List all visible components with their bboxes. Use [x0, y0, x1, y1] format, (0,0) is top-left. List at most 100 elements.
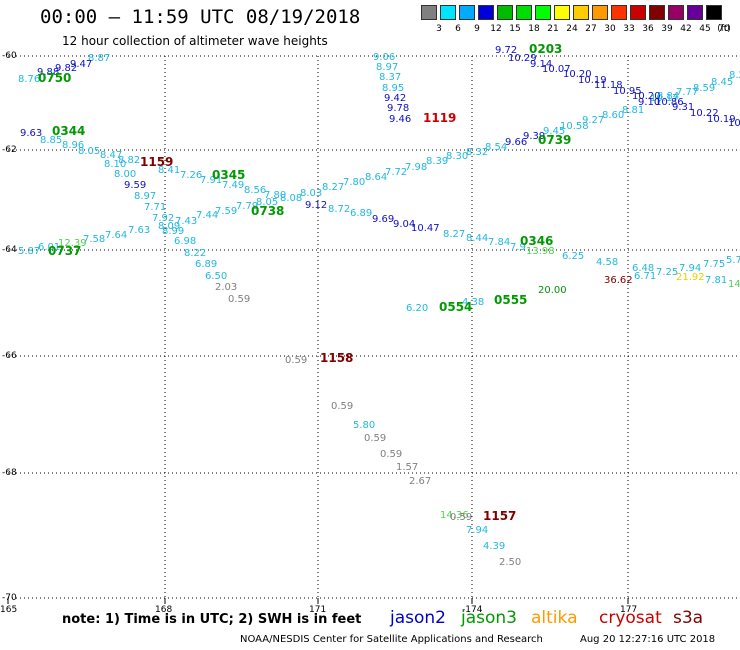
swh-reading: 8.10 — [104, 159, 127, 170]
pass-time-label: 0750 — [38, 71, 72, 85]
swh-reading: 4.58 — [596, 257, 619, 268]
swh-reading: 20.00 — [538, 285, 567, 296]
swh-reading: 8.95 — [382, 83, 405, 94]
swh-reading: 8.85 — [40, 135, 63, 146]
swh-reading: 9.66 — [505, 137, 528, 148]
swh-reading: 8.00 — [114, 169, 137, 180]
swh-reading: 8.32 — [466, 147, 489, 158]
lat-label-66: -66 — [2, 351, 17, 361]
lat-label-60: -60 — [2, 51, 17, 61]
page-title: 00:00 – 11:59 UTC 08/19/2018 — [40, 6, 361, 28]
scale-swatch — [440, 5, 456, 20]
swh-reading: 10.19 — [707, 114, 736, 125]
latitude-gridlines — [8, 55, 740, 599]
swh-reading: 8.30 — [446, 151, 469, 162]
swh-reading: 6.20 — [406, 303, 429, 314]
scale-unit-label: (ft) — [717, 24, 731, 34]
swh-reading: 7.75 — [703, 259, 726, 270]
swh-reading: 7.44 — [196, 210, 219, 221]
swh-reading: 9.39 — [523, 131, 546, 142]
swh-reading: 10.95 — [613, 86, 642, 97]
swh-reading: 10.20 — [632, 91, 661, 102]
scale-swatch — [554, 5, 570, 20]
swh-reading: 7.91 — [200, 175, 223, 186]
swh-reading: 9.06 — [373, 52, 396, 63]
scale-swatch — [421, 5, 437, 20]
swh-reading: 0.59 — [285, 355, 308, 366]
swh-reading: 8.96 — [62, 140, 85, 151]
swh-reading: 6.01 — [38, 242, 61, 253]
pass-time-label: 0345 — [212, 168, 246, 182]
swh-reading: 2.67 — [409, 476, 432, 487]
scale-label: 27 — [585, 24, 597, 34]
swh-reading: 13.98 — [526, 246, 555, 257]
lon-label-171: 171 — [309, 605, 327, 615]
swh-reading: 4.39 — [483, 541, 506, 552]
lon-label-165: 165 — [0, 605, 18, 615]
scale-label: 24 — [566, 24, 578, 34]
scale-swatch — [706, 5, 722, 20]
swh-reading: 8.59 — [693, 83, 716, 94]
swh-reading: 9.12 — [305, 200, 328, 211]
swh-reading: 0.59 — [364, 433, 387, 444]
swh-reading: 9.27 — [582, 115, 605, 126]
scale-label: 3 — [436, 24, 442, 34]
swh-reading: 7.72 — [385, 167, 408, 178]
lat-label-70: -70 — [2, 593, 17, 603]
scale-label: 15 — [509, 24, 521, 34]
swh-reading: 5.87 — [18, 246, 41, 257]
swh-reading: 7.49 — [222, 180, 245, 191]
swh-reading: 0.59 — [228, 294, 251, 305]
scale-swatch — [668, 5, 684, 20]
legend-jason2: jason2 — [390, 608, 446, 628]
swh-reading: 9.59 — [124, 180, 147, 191]
swh-reading: 8.99 — [162, 226, 185, 237]
swh-reading: 8.97 — [376, 62, 399, 73]
swh-reading: 10.47 — [411, 223, 440, 234]
lon-label-174: -174 — [462, 605, 483, 615]
pass-time-label: 0739 — [538, 133, 572, 147]
scale-swatch — [630, 5, 646, 20]
swh-reading: 8.54 — [485, 142, 508, 153]
swh-reading: 6.25 — [562, 251, 585, 262]
swh-reading: 6.71 — [634, 271, 657, 282]
swh-reading: 10.20 — [563, 69, 592, 80]
scale-swatch — [592, 5, 608, 20]
swh-reading: 9.31 — [672, 102, 695, 113]
scale-swatch — [649, 5, 665, 20]
swh-reading: 8.05 — [78, 146, 101, 157]
swh-reading: 8.44 — [466, 233, 489, 244]
swh-reading: 7.79 — [236, 201, 259, 212]
swh-reading: 4.38 — [462, 297, 485, 308]
swh-reading: 10.17 — [650, 93, 679, 104]
scale-label: 36 — [642, 24, 654, 34]
swh-reading: 10.22 — [690, 108, 719, 119]
swh-reading: 9.88 — [37, 67, 60, 78]
lon-label-168: 168 — [155, 605, 173, 615]
swh-reading: 8.22 — [184, 248, 207, 259]
swh-reading: 1.57 — [396, 462, 419, 473]
swh-reading: 9.42 — [384, 93, 407, 104]
swh-reading: 8.03 — [300, 188, 323, 199]
swh-reading: 10.07 — [542, 64, 571, 75]
swh-reading: 9.72 — [495, 45, 518, 56]
swh-reading: 2.50 — [499, 557, 522, 568]
swh-reading: 8.47 — [100, 150, 123, 161]
scale-swatch — [497, 5, 513, 20]
swh-reading: 7.92 — [152, 213, 175, 224]
swh-reading: 10.29 — [508, 53, 537, 64]
scale-label: 6 — [455, 24, 461, 34]
pass-time-label: 0554 — [439, 300, 473, 314]
swh-reading: 8.27 — [322, 182, 345, 193]
scale-label: 21 — [547, 24, 559, 34]
swh-reading: 10.19 — [578, 75, 607, 86]
swh-reading: 7.80 — [343, 177, 366, 188]
swh-reading: 8.87 — [88, 53, 111, 64]
swh-reading: 12.39 — [58, 238, 87, 249]
swh-reading: 8.08 — [280, 193, 303, 204]
swh-reading: 9.04 — [393, 219, 416, 230]
swh-reading: 7.98 — [405, 162, 428, 173]
swh-reading: 8.64 — [365, 172, 388, 183]
swh-reading: 5.7 — [726, 255, 740, 266]
page-subtitle: 12 hour collection of altimeter wave hei… — [62, 34, 328, 48]
